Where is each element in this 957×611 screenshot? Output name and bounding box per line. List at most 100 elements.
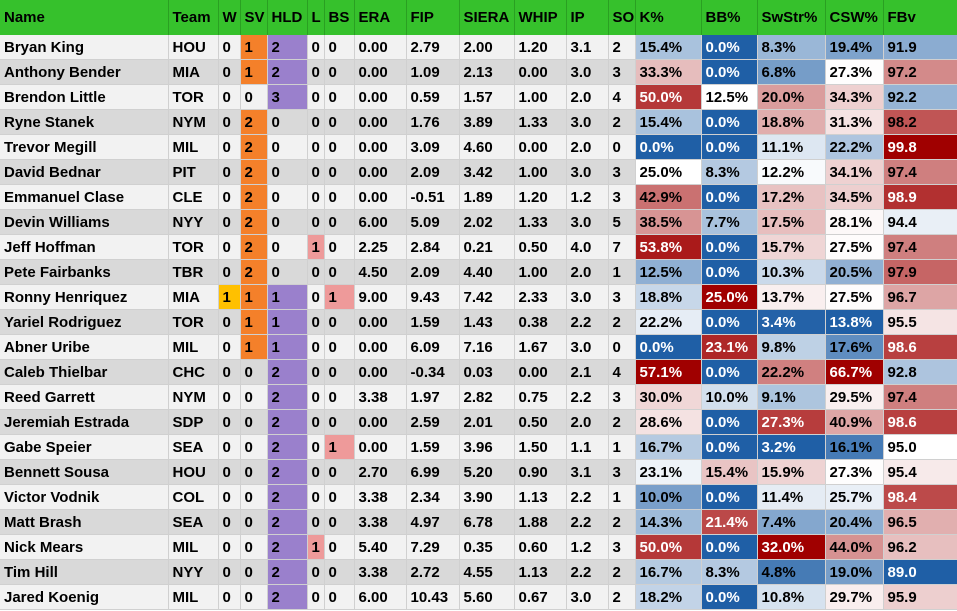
table-row[interactable]: Nick Mears MIL 0 0 2 1 0 5.40 7.29 0.35 0.60 1.2 3 50… bbox=[0, 534, 957, 560]
cell-siera: 0.35 bbox=[459, 534, 515, 560]
cell-bs: 1 bbox=[324, 434, 355, 460]
table-row[interactable]: Reed Garrett NYM 0 0 2 0 0 3.38 1.97 2.82 0.75 2.2 3… bbox=[0, 384, 957, 410]
cell-sv: 0 bbox=[240, 459, 268, 485]
table-row[interactable]: Trevor Megill MIL 0 2 0 0 0 0.00 3.09 4.60 0.00 2.0… bbox=[0, 134, 957, 160]
cell-hld: 2 bbox=[267, 459, 308, 485]
cell-bs: 0 bbox=[324, 59, 355, 85]
cell-team: TOR bbox=[168, 309, 219, 335]
table-row[interactable]: Ronny Henriquez MIA 1 1 1 0 1 9.00 9.43 7.42 2.33 3… bbox=[0, 284, 957, 310]
column-header[interactable]: SV bbox=[240, 0, 268, 35]
column-header[interactable]: L bbox=[307, 0, 325, 35]
cell-csw-pct: 19.4% bbox=[825, 35, 884, 60]
table-row[interactable]: Jeff Hoffman TOR 0 2 0 1 0 2.25 2.84 0.21 0.50 4.0 7… bbox=[0, 234, 957, 260]
cell-so: 3 bbox=[608, 59, 636, 85]
cell-ip: 1.2 bbox=[566, 534, 609, 560]
cell-hld: 1 bbox=[267, 334, 308, 360]
cell-so: 4 bbox=[608, 359, 636, 385]
cell-siera: 1.57 bbox=[459, 84, 515, 110]
table-row[interactable]: Matt Brash SEA 0 0 2 0 0 3.38 4.97 6.78 1.88 2.2 2 14… bbox=[0, 509, 957, 535]
cell-swstr-pct: 32.0% bbox=[757, 534, 826, 560]
cell-hld: 1 bbox=[267, 284, 308, 310]
cell-l: 0 bbox=[307, 59, 325, 85]
table-row[interactable]: Victor Vodnik COL 0 0 2 0 0 3.38 2.34 3.90 1.13 2.2… bbox=[0, 484, 957, 510]
column-header[interactable]: FIP bbox=[406, 0, 460, 35]
cell-so: 2 bbox=[608, 35, 636, 60]
column-header[interactable]: WHIP bbox=[514, 0, 567, 35]
cell-name: Jeff Hoffman bbox=[0, 234, 169, 260]
column-header[interactable]: BS bbox=[324, 0, 355, 35]
cell-w: 0 bbox=[218, 184, 241, 210]
table-row[interactable]: Jeremiah Estrada SDP 0 0 2 0 0 0.00 2.59 2.01 0.50… bbox=[0, 409, 957, 435]
table-row[interactable]: Devin Williams NYY 0 2 0 0 0 6.00 5.09 2.02 1.33 3.… bbox=[0, 209, 957, 235]
column-header[interactable]: CSW% bbox=[825, 0, 884, 35]
cell-era: 0.00 bbox=[354, 59, 407, 85]
column-header[interactable]: SwStr% bbox=[757, 0, 826, 35]
cell-swstr-pct: 4.8% bbox=[757, 559, 826, 585]
cell-bs: 0 bbox=[324, 35, 355, 60]
cell-team: MIA bbox=[168, 284, 219, 310]
table-row[interactable]: Ryne Stanek NYM 0 2 0 0 0 0.00 1.76 3.89 1.33 3.0 2 1… bbox=[0, 109, 957, 135]
cell-team: COL bbox=[168, 484, 219, 510]
cell-sv: 0 bbox=[240, 534, 268, 560]
table-row[interactable]: David Bednar PIT 0 2 0 0 0 0.00 2.09 3.42 1.00 3.0 3… bbox=[0, 159, 957, 185]
cell-sv: 2 bbox=[240, 134, 268, 160]
cell-sv: 0 bbox=[240, 559, 268, 585]
cell-fbv: 97.9 bbox=[883, 259, 957, 285]
cell-fbv: 96.7 bbox=[883, 284, 957, 310]
cell-bb-pct: 23.1% bbox=[701, 334, 758, 360]
cell-so: 3 bbox=[608, 184, 636, 210]
cell-csw-pct: 40.9% bbox=[825, 409, 884, 435]
column-header[interactable]: IP bbox=[566, 0, 609, 35]
column-header[interactable]: SO bbox=[608, 0, 636, 35]
column-header[interactable]: Team bbox=[168, 0, 219, 35]
column-header[interactable]: Name bbox=[0, 0, 169, 35]
column-header[interactable]: W bbox=[218, 0, 241, 35]
cell-siera: 7.16 bbox=[459, 334, 515, 360]
cell-so: 0 bbox=[608, 334, 636, 360]
cell-csw-pct: 13.8% bbox=[825, 309, 884, 335]
cell-swstr-pct: 17.2% bbox=[757, 184, 826, 210]
cell-fip: 2.59 bbox=[406, 409, 460, 435]
table-row[interactable]: Bennett Sousa HOU 0 0 2 0 0 2.70 6.99 5.20 0.90 3.1… bbox=[0, 459, 957, 485]
table-row[interactable]: Emmanuel Clase CLE 0 2 0 0 0 0.00 -0.51 1.89 1.20 1… bbox=[0, 184, 957, 210]
cell-team: NYY bbox=[168, 209, 219, 235]
table-row[interactable]: Bryan King HOU 0 1 2 0 0 0.00 2.79 2.00 1.20 3.1 2 15… bbox=[0, 35, 957, 60]
cell-team: TBR bbox=[168, 259, 219, 285]
column-header[interactable]: HLD bbox=[267, 0, 308, 35]
table-row[interactable]: Brendon Little TOR 0 0 3 0 0 0.00 0.59 1.57 1.00 2.… bbox=[0, 84, 957, 110]
table-row[interactable]: Gabe Speier SEA 0 0 2 0 1 0.00 1.59 3.96 1.50 1.1 1 1… bbox=[0, 434, 957, 460]
table-row[interactable]: Caleb Thielbar CHC 0 0 2 0 0 0.00 -0.34 0.03 0.00 2… bbox=[0, 359, 957, 385]
cell-so: 1 bbox=[608, 434, 636, 460]
cell-fip: 10.43 bbox=[406, 584, 460, 610]
table-row[interactable]: Tim Hill NYY 0 0 2 0 0 3.38 2.72 4.55 1.13 2.2 2 16.7… bbox=[0, 559, 957, 585]
cell-ip: 2.2 bbox=[566, 509, 609, 535]
column-header[interactable]: BB% bbox=[701, 0, 758, 35]
cell-fip: 0.59 bbox=[406, 84, 460, 110]
table-row[interactable]: Pete Fairbanks TBR 0 2 0 0 0 4.50 2.09 4.40 1.00 2.… bbox=[0, 259, 957, 285]
cell-k-pct: 0.0% bbox=[635, 334, 702, 360]
table-row[interactable]: Anthony Bender MIA 0 1 2 0 0 0.00 1.09 2.13 0.00 3.… bbox=[0, 59, 957, 85]
cell-siera: 1.89 bbox=[459, 184, 515, 210]
table-row[interactable]: Yariel Rodriguez TOR 0 1 1 0 0 0.00 1.59 1.43 0.38… bbox=[0, 309, 957, 335]
cell-hld: 0 bbox=[267, 159, 308, 185]
cell-name: Caleb Thielbar bbox=[0, 359, 169, 385]
cell-w: 1 bbox=[218, 284, 241, 310]
cell-csw-pct: 27.3% bbox=[825, 59, 884, 85]
cell-sv: 0 bbox=[240, 384, 268, 410]
cell-era: 0.00 bbox=[354, 84, 407, 110]
column-header[interactable]: SIERA bbox=[459, 0, 515, 35]
cell-fbv: 98.9 bbox=[883, 184, 957, 210]
table-row[interactable]: Jared Koenig MIL 0 0 2 0 0 6.00 10.43 5.60 0.67 3.0… bbox=[0, 584, 957, 610]
cell-siera: 5.20 bbox=[459, 459, 515, 485]
table-row[interactable]: Abner Uribe MIL 0 1 1 0 0 0.00 6.09 7.16 1.67 3.0 0 0… bbox=[0, 334, 957, 360]
column-header[interactable]: K% bbox=[635, 0, 702, 35]
cell-sv: 1 bbox=[240, 284, 268, 310]
column-header[interactable]: ERA bbox=[354, 0, 407, 35]
cell-whip: 1.00 bbox=[514, 84, 567, 110]
cell-whip: 1.20 bbox=[514, 184, 567, 210]
column-header[interactable]: FBv bbox=[883, 0, 957, 35]
cell-siera: 2.00 bbox=[459, 35, 515, 60]
cell-whip: 1.50 bbox=[514, 434, 567, 460]
cell-bb-pct: 15.4% bbox=[701, 459, 758, 485]
cell-name: Trevor Megill bbox=[0, 134, 169, 160]
